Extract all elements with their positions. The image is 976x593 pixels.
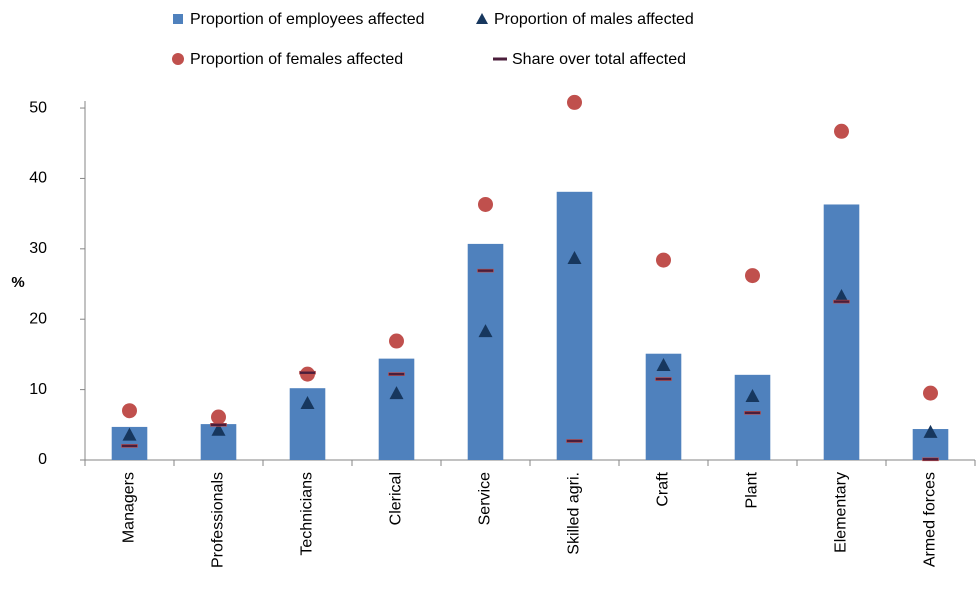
circle-marker (122, 403, 137, 419)
dash-marker (744, 411, 761, 415)
circle-marker (478, 196, 493, 212)
circle-marker (211, 409, 226, 425)
bar (645, 353, 682, 460)
x-tick-label: Technicians (299, 472, 316, 556)
legend-swatch (476, 13, 488, 24)
x-tick-label: Elementary (833, 472, 850, 553)
legend-item: Proportion of employees affected (173, 11, 425, 28)
x-tick-label: Skilled agri. (566, 472, 583, 555)
legend-label: Proportion of males affected (494, 11, 694, 28)
x-tick-label: Service (477, 472, 494, 525)
dash-marker (121, 444, 138, 448)
legend-item: Share over total affected (493, 51, 686, 68)
triangle-marker (300, 395, 315, 409)
y-tick-label: 30 (29, 240, 47, 257)
dash-marker (655, 377, 672, 381)
x-tick-label: Plant (744, 471, 761, 508)
triangle-marker (211, 422, 226, 436)
bar (556, 191, 593, 460)
x-tick-label: Managers (121, 472, 138, 543)
circle-marker (567, 94, 582, 110)
x-tick-label: Craft (655, 471, 672, 506)
legend-swatch (173, 14, 183, 24)
triangle-marker (122, 427, 137, 441)
circle-marker (745, 268, 760, 284)
dash-marker (388, 372, 405, 376)
dash-marker (477, 268, 494, 273)
legend-label: Proportion of females affected (190, 51, 403, 68)
y-axis-label: % (11, 274, 24, 291)
circle-marker (656, 252, 671, 268)
dash-marker (833, 299, 850, 304)
legend-item: Proportion of males affected (476, 11, 694, 28)
x-tick-label: Armed forces (922, 472, 939, 567)
triangle-marker (745, 388, 760, 402)
y-tick-label: 40 (29, 170, 47, 187)
x-tick-label: Clerical (388, 472, 405, 525)
dash-marker (210, 423, 227, 427)
triangle-marker (567, 250, 582, 264)
legend-item: Proportion of females affected (172, 51, 403, 68)
circle-marker (389, 333, 404, 349)
circle-marker (834, 123, 849, 139)
triangle-marker (834, 288, 849, 302)
legend-label: Proportion of employees affected (190, 11, 425, 28)
triangle-marker (389, 386, 404, 400)
bar (823, 204, 860, 460)
y-tick-label: 20 (29, 310, 47, 327)
y-tick-label: 0 (38, 451, 47, 468)
dash-marker (566, 439, 583, 443)
dash-marker (299, 370, 316, 375)
legend-swatch (172, 53, 184, 65)
triangle-marker (656, 357, 671, 371)
x-tick-label: Professionals (210, 472, 227, 568)
legend-label: Share over total affected (512, 51, 686, 68)
legend-swatch (493, 57, 507, 61)
dash-marker (922, 457, 939, 462)
triangle-marker (478, 324, 493, 338)
circle-marker (923, 385, 938, 401)
bar (467, 243, 504, 460)
bar (734, 374, 771, 460)
y-tick-label: 50 (29, 99, 47, 116)
triangle-marker (923, 424, 938, 438)
y-tick-label: 10 (29, 381, 47, 398)
